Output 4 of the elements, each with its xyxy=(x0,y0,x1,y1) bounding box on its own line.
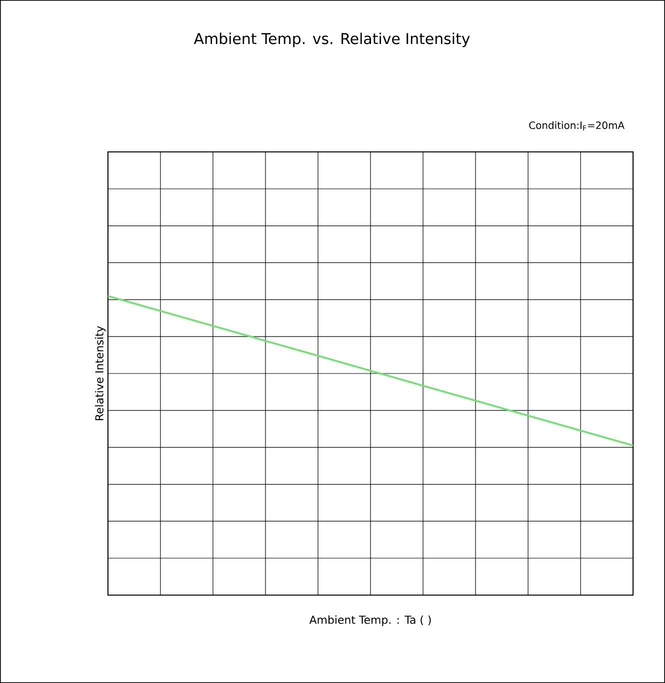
text: Condition:I$_{F}$=20mA xyxy=(529,121,624,131)
y-axis-title: Relative Intensity xyxy=(94,326,106,420)
x-axis-title: Ambient Temp. : Ta ( ) xyxy=(309,615,431,626)
chart-title: Ambient Temp. vs. Relative Intensity xyxy=(194,32,470,48)
